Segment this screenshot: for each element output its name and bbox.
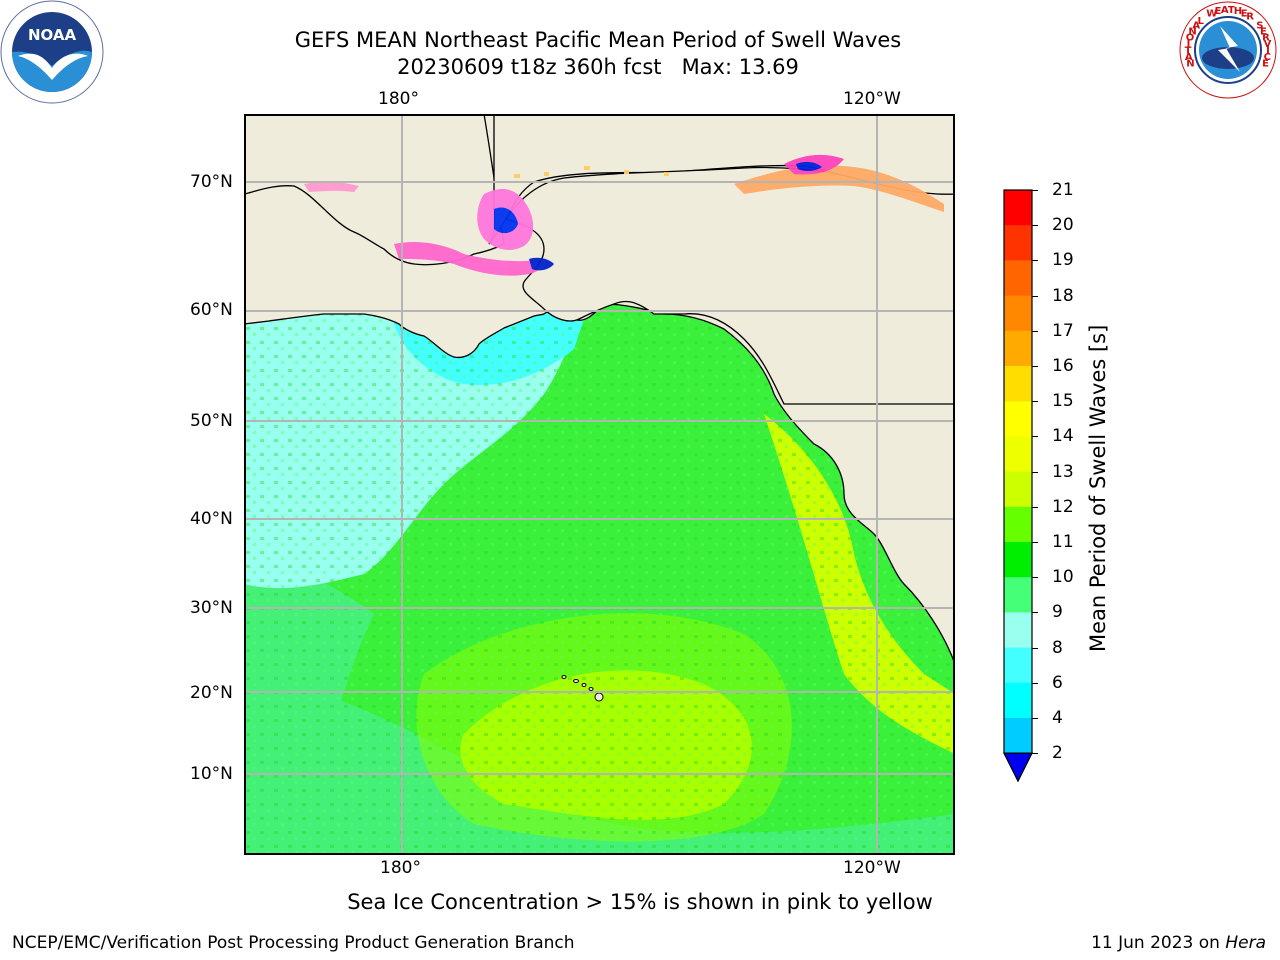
- lon-label-bottom-120w: 120°W: [843, 858, 901, 878]
- colorbar-tick-label: 19: [1052, 250, 1074, 271]
- map-frame: [244, 114, 955, 855]
- colorbar: [1003, 189, 1033, 783]
- footer-date: 11 Jun 2023 on Hera: [1091, 933, 1266, 953]
- lat-label-30n: 30°N: [190, 598, 233, 618]
- colorbar-tick-mark: [1032, 401, 1038, 403]
- colorbar-bin: [1004, 190, 1032, 226]
- noaa-logo-text: NOAA: [28, 26, 77, 44]
- colorbar-tick-mark: [1032, 647, 1038, 649]
- colorbar-label: Mean Period of Swell Waves [s]: [1086, 324, 1110, 652]
- colorbar-bin: [1004, 506, 1032, 543]
- colorbar-tick-label: 11: [1052, 532, 1074, 552]
- colorbar-tick-label: 16: [1052, 356, 1074, 376]
- sea-ice-chukchi-coast: [514, 166, 669, 178]
- colorbar-tick-label: 8: [1052, 637, 1063, 658]
- sea-ice-beaufort: [734, 154, 944, 212]
- chart-title-line1: GEFS MEAN Northeast Pacific Mean Period …: [294, 28, 902, 52]
- hawaii-islands: [561, 675, 604, 702]
- colorbar-bin: [1004, 647, 1032, 684]
- colorbar-tick-label: 13: [1052, 461, 1074, 482]
- lat-label-60n: 60°N: [190, 300, 233, 320]
- footer-date-text: 11 Jun 2023 on: [1091, 933, 1226, 953]
- lon-label-top-180: 180°: [378, 89, 419, 109]
- colorbar-tick-mark: [1032, 295, 1038, 297]
- colorbar-tick-label: 2: [1052, 743, 1063, 764]
- colorbar-tick-mark: [1032, 612, 1038, 614]
- colorbar-tick-mark: [1032, 190, 1038, 191]
- colorbar-tick-mark: [1032, 366, 1038, 367]
- colorbar-tick-mark: [1032, 260, 1038, 262]
- colorbar-bin: [1004, 436, 1032, 473]
- sea-ice-caption: Sea Ice Concentration > 15% is shown in …: [347, 890, 933, 914]
- colorbar-tick-mark: [1032, 753, 1038, 755]
- colorbar-tick-label: 20: [1052, 215, 1074, 236]
- colorbar-tick-label: 15: [1052, 391, 1074, 412]
- colorbar-bin: [1004, 366, 1032, 402]
- map-gridlines: [244, 114, 955, 855]
- noaa-logo: NOAA: [0, 0, 104, 104]
- colorbar-tick-label: 9: [1052, 602, 1063, 623]
- lat-label-10n: 10°N: [190, 764, 233, 784]
- colorbar-tick-mark: [1032, 436, 1038, 438]
- land-alaska-main: [504, 166, 955, 405]
- lat-label-70n: 70°N: [190, 172, 233, 192]
- colorbar-bin: [1004, 612, 1032, 649]
- colorbar-tick-mark: [1032, 577, 1038, 579]
- colorbar-bin: [1004, 401, 1032, 437]
- colorbar-bin: [1004, 260, 1032, 297]
- colorbar-tick-mark: [1032, 330, 1038, 332]
- colorbar-tick-mark: [1032, 542, 1038, 543]
- colorbar-bin: [1004, 718, 1032, 754]
- colorbar-tick-label: 4: [1052, 708, 1063, 728]
- colorbar-tick-mark: [1032, 225, 1038, 227]
- chart-title-line2: 20230609 t18z 360h fcst Max: 13.69: [397, 55, 799, 79]
- lat-label-20n: 20°N: [190, 683, 233, 703]
- swell-period-map: [244, 114, 955, 855]
- colorbar-tick-mark: [1032, 506, 1038, 508]
- colorbar-tick-label: 12: [1052, 496, 1074, 517]
- colorbar-tick-mark: [1032, 682, 1038, 684]
- footer-host: Hera: [1225, 933, 1266, 953]
- colorbar-tick-label: 14: [1052, 426, 1074, 447]
- colorbar-bin: [1004, 542, 1032, 578]
- colorbar-bin: [1004, 577, 1032, 613]
- colorbar-tick-label: 18: [1052, 285, 1074, 306]
- colorbar-bin: [1004, 471, 1032, 508]
- lon-label-top-120w: 120°W: [843, 89, 901, 109]
- colorbar-tick-label: 10: [1052, 567, 1074, 588]
- sea-ice-chukchi: [304, 181, 554, 276]
- colorbar-tick-mark: [1032, 718, 1038, 719]
- colorbar-extend-min: [1003, 752, 1033, 783]
- lat-label-50n: 50°N: [190, 411, 233, 431]
- colorbar-tick-label: 6: [1052, 672, 1063, 693]
- lat-label-40n: 40°N: [190, 509, 233, 529]
- colorbar-bin: [1004, 330, 1032, 367]
- colorbar-tick-label: 17: [1052, 320, 1074, 341]
- colorbar-bin: [1004, 295, 1032, 332]
- colorbar-bin: [1004, 682, 1032, 719]
- colorbar-bin: [1004, 225, 1032, 261]
- lon-label-bottom-180: 180°: [380, 858, 421, 878]
- footer-branch: NCEP/EMC/Verification Post Processing Pr…: [12, 933, 575, 953]
- colorbar-tick-mark: [1032, 471, 1038, 473]
- colorbar-tick-label: 21: [1052, 180, 1074, 200]
